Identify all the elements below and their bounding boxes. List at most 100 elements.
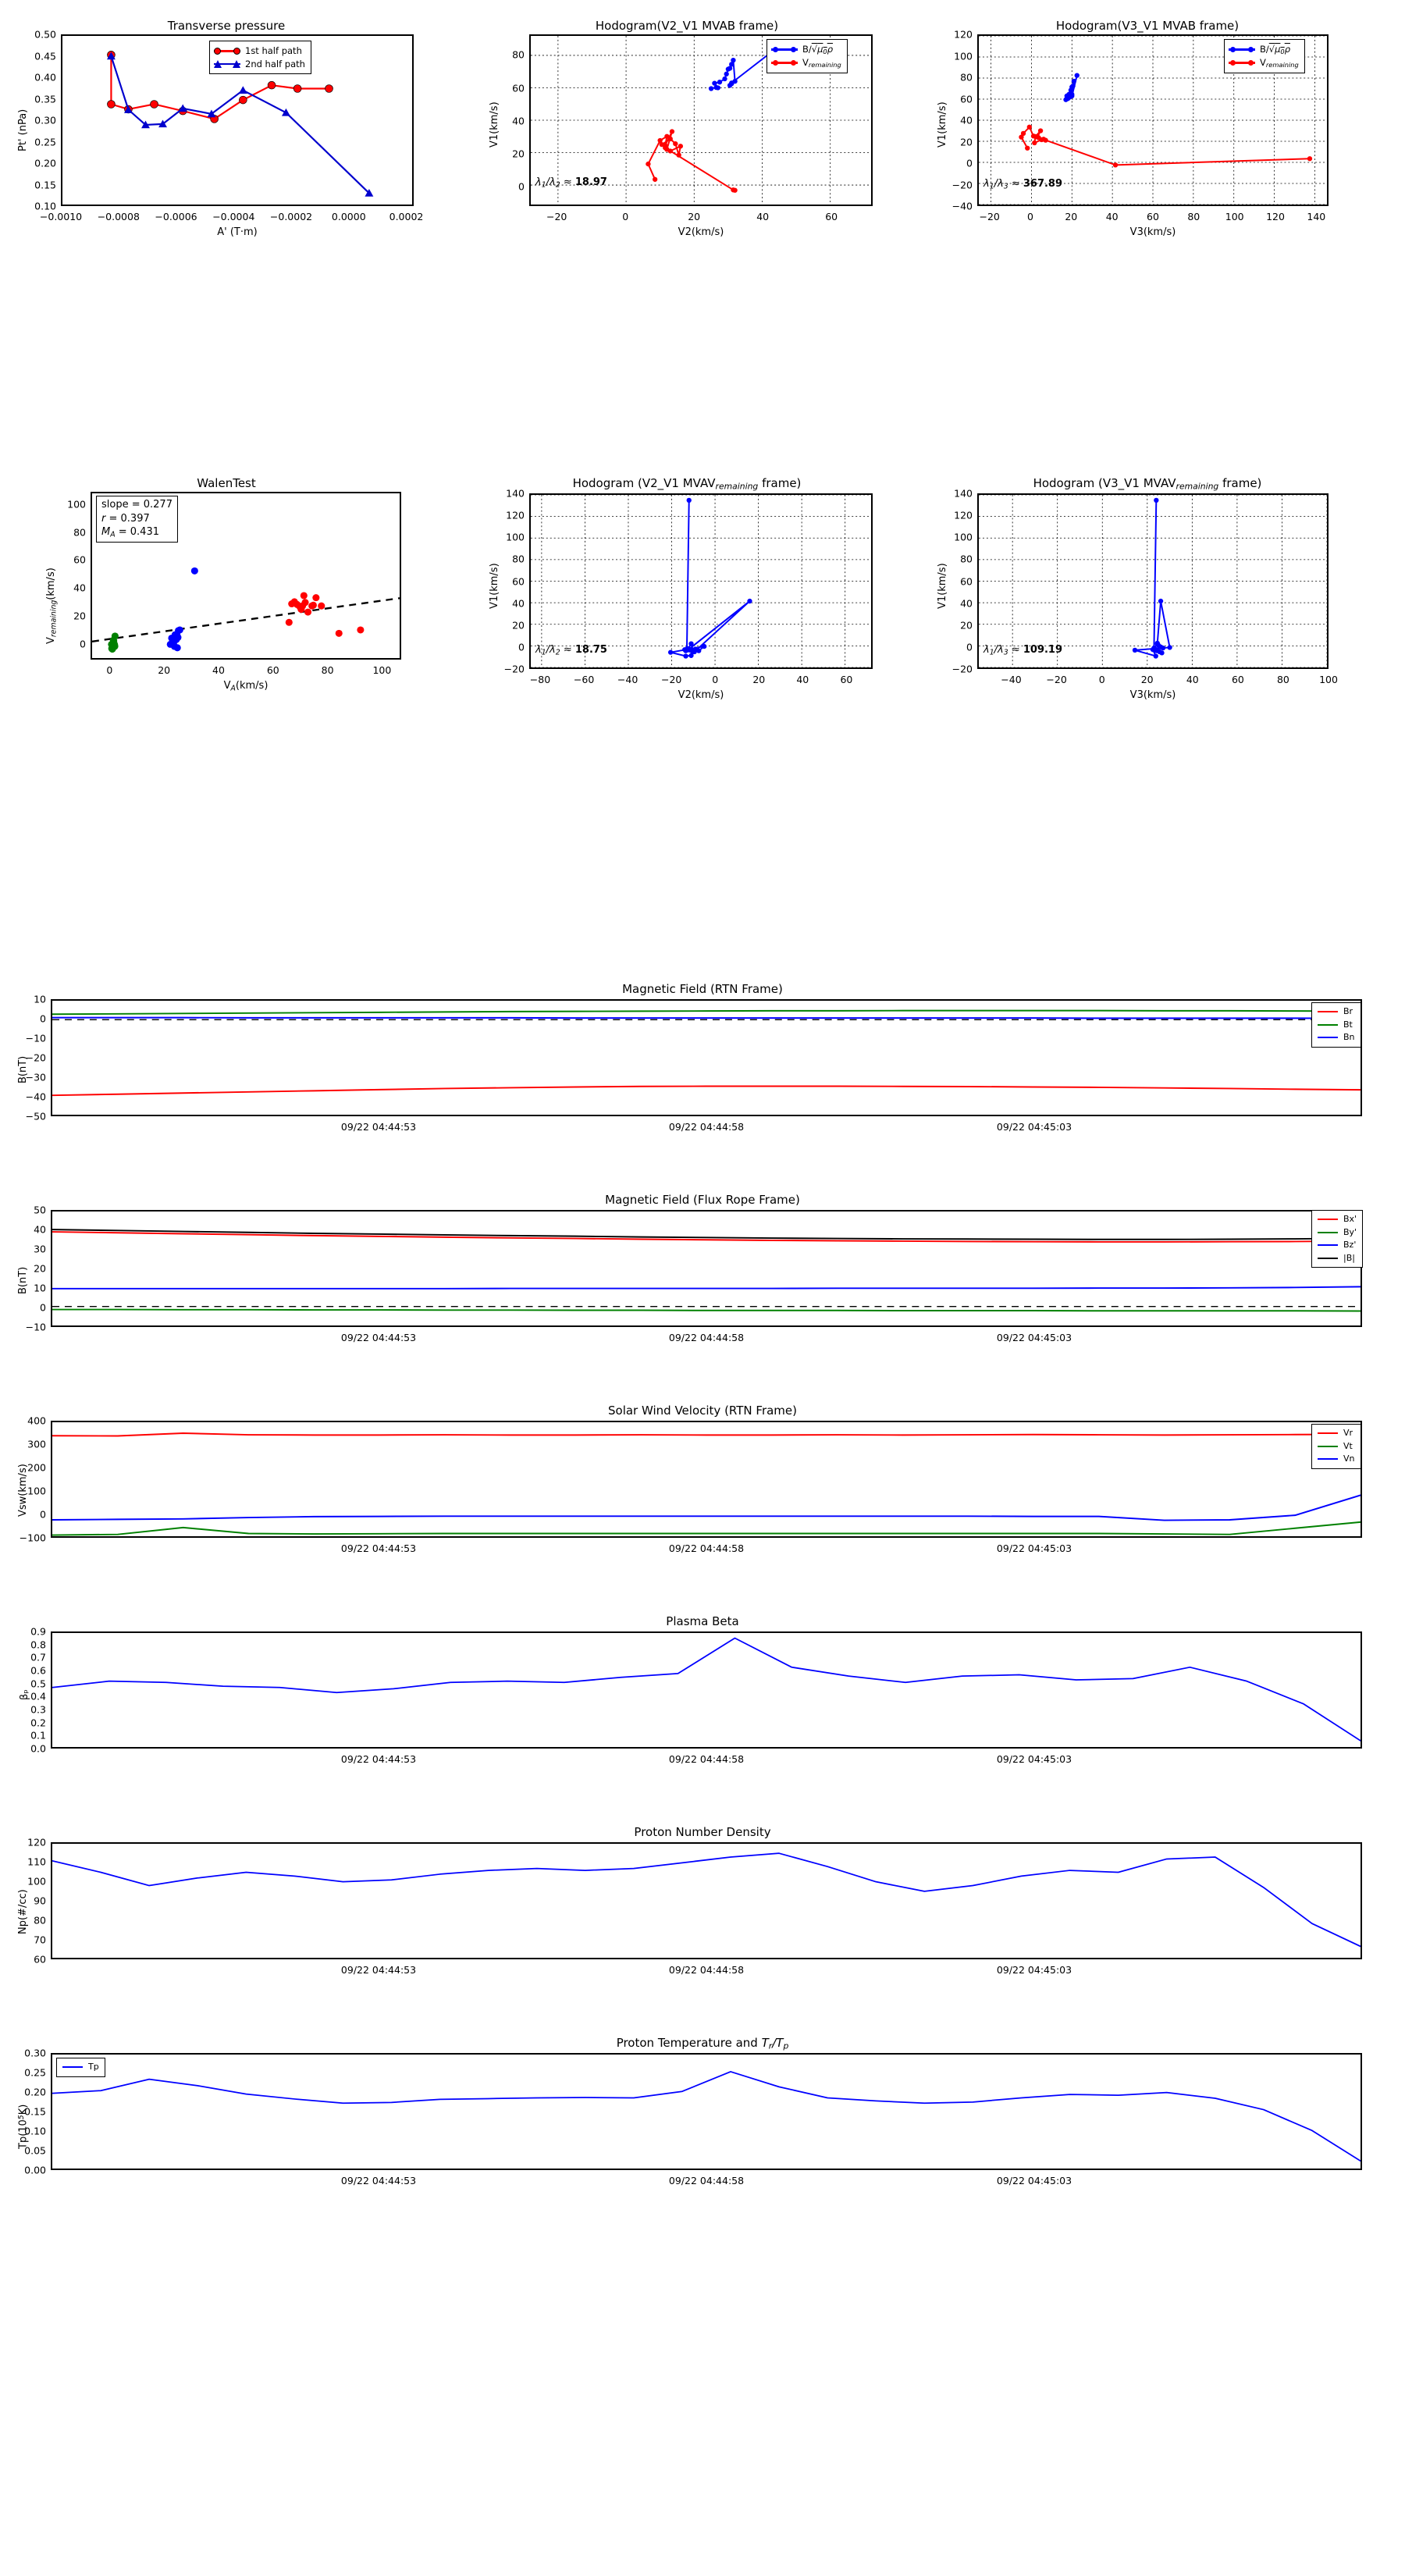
y-tick: 0.40 (34, 71, 56, 84)
y-tick: 0.2 (30, 1717, 46, 1729)
x-tick: −20 (1046, 674, 1067, 685)
y-tick: 10 (34, 993, 46, 1005)
x-tick: 0 (712, 674, 719, 685)
y-tick: 0.20 (34, 157, 56, 169)
legend-label: Bn (1343, 1032, 1355, 1042)
legend-transverse-pressure: 1st half path 2nd half path (209, 41, 311, 75)
x-tick: 20 (1065, 211, 1078, 222)
x-tick: 09/22 04:44:53 (340, 1542, 417, 1554)
y-tick: 0.6 (30, 1664, 46, 1677)
y-tick: 0 (40, 1508, 46, 1521)
y-tick: 0.4 (30, 1690, 46, 1703)
legend-label: Bz' (1343, 1240, 1357, 1250)
x-tick: 140 (1307, 211, 1326, 222)
legend-entry: Vremaining (1229, 56, 1299, 69)
plot-area: slope = 0.277 r = 0.397 MA = 0.431 (91, 492, 401, 660)
x-axis-label: V3(km/s) (1129, 689, 1176, 701)
panel-hodogram-v3-mvav: Hodogram (V3_V1 MVAVremaining frame) λ1/… (921, 476, 1405, 913)
legend-entry: Bn (1318, 1031, 1355, 1044)
legend-label: Vremaining (802, 57, 841, 69)
panel-title: Hodogram(V3_V1 MVAB frame) (1055, 19, 1240, 33)
line-swatch-icon (1318, 1231, 1338, 1233)
x-tick: 09/22 04:45:03 (996, 1121, 1072, 1133)
y-tick: 40 (512, 597, 525, 610)
y-tick: −10 (25, 1321, 46, 1333)
y-tick: 0.50 (34, 28, 56, 41)
line-swatch-icon (1318, 1445, 1338, 1447)
y-tick: 0.00 (24, 2164, 46, 2176)
y-tick: 20 (960, 619, 973, 632)
panel-b-flux-rope: Magnetic Field (Flux Rope Frame) 50 40 3… (0, 1193, 1405, 1372)
line-swatch-icon (1318, 1244, 1338, 1247)
panel-walen-test: WalenTest slope = 0.277 r = 0.397 MA = 0… (0, 476, 453, 913)
panel-proton-temperature: Proton Temperature and Tr/Tp Tp 0.30 0.2… (0, 2036, 1405, 2223)
x-tick: 60 (1231, 674, 1244, 685)
b-rtn-svg (52, 1009, 1361, 1097)
x-tick: −0.0008 (97, 211, 140, 222)
y-tick: −40 (951, 200, 973, 212)
legend-label: Vr (1343, 1428, 1353, 1438)
y-tick: −30 (25, 1071, 46, 1083)
x-tick: 09/22 04:45:03 (996, 1332, 1072, 1343)
y-tick: −100 (19, 1532, 46, 1544)
y-tick: 60 (34, 1953, 46, 1966)
y-tick: 10 (34, 1282, 46, 1294)
x-tick: 09/22 04:44:58 (668, 1332, 745, 1343)
y-tick: 0 (518, 641, 525, 653)
y-tick: 0.0 (30, 1742, 46, 1755)
x-tick: −40 (1001, 674, 1022, 685)
legend-label: By' (1343, 1226, 1357, 1237)
x-tick: 60 (266, 664, 279, 676)
panel-title: Hodogram(V2_V1 MVAB frame) (595, 19, 779, 33)
y-tick: −20 (951, 663, 973, 675)
x-tick: 09/22 04:44:53 (340, 2175, 417, 2186)
plot-area (51, 1631, 1362, 1749)
plot-area: λ1/λ3 ≈ 109.19 (977, 493, 1329, 669)
x-tick: 20 (158, 664, 171, 676)
line-swatch-icon (1318, 1458, 1338, 1461)
panel-hodogram-v2-mvab: Hodogram(V2_V1 MVAB frame) λ1/λ2 ≈ 18.97… (468, 19, 905, 456)
solar-wind-velocity-svg (52, 1432, 1361, 1536)
hodogram-v3-mvav-svg (979, 495, 1327, 667)
eigenvalue-ratio-annotation: λ1/λ2 ≈ 18.75 (535, 643, 607, 656)
x-axis-label: V3(km/s) (1129, 226, 1176, 238)
y-axis-label: Pt' (nPa) (17, 109, 29, 151)
legend-label: Vt (1343, 1440, 1353, 1451)
x-tick: 0 (1098, 674, 1105, 685)
panel-title: Magnetic Field (RTN Frame) (622, 982, 783, 996)
y-tick: 0.05 (24, 2144, 46, 2157)
x-tick: 40 (756, 211, 770, 222)
y-tick: 60 (960, 575, 973, 587)
y-tick: 140 (954, 487, 973, 500)
x-tick: −40 (617, 674, 638, 685)
y-tick: 0 (40, 1012, 46, 1025)
line-swatch-icon (1318, 1037, 1338, 1039)
y-tick: 0.10 (24, 2125, 46, 2137)
x-tick: 0 (1027, 211, 1033, 222)
legend-solar-wind-velocity: Vr Vt Vn (1311, 1424, 1361, 1469)
legend-entry: Vt (1318, 1440, 1355, 1453)
y-axis-label: Tp(105K) (17, 2104, 30, 2149)
legend-label: Bx' (1343, 1214, 1357, 1224)
x-tick: 100 (372, 664, 392, 676)
legend-label: |B| (1343, 1252, 1355, 1263)
legend-hodogram-v2-mvab: B/√μ0ρ Vremaining (767, 39, 848, 74)
x-tick: 80 (1276, 674, 1289, 685)
x-tick: −20 (660, 674, 682, 685)
y-tick: 100 (954, 50, 973, 62)
y-tick: 0 (80, 638, 86, 650)
panel-hodogram-v3-mvab: Hodogram(V3_V1 MVAB frame) λ1/λ3 ≈ 367.8… (921, 19, 1405, 456)
legend-proton-temperature: Tp (56, 2058, 105, 2077)
y-tick: −20 (25, 1051, 46, 1064)
x-axis-label: V2(km/s) (678, 689, 724, 701)
panel-title: Solar Wind Velocity (RTN Frame) (608, 1404, 797, 1418)
y-tick: −50 (25, 1110, 46, 1123)
y-tick: 0.5 (30, 1678, 46, 1690)
y-tick: 400 (27, 1414, 46, 1427)
y-tick: 200 (27, 1461, 46, 1474)
legend-b-flux-rope: Bx' By' Bz' |B| (1311, 1210, 1364, 1268)
legend-label: Br (1343, 1006, 1353, 1016)
y-tick: −40 (25, 1091, 46, 1103)
panel-title: WalenTest (197, 476, 256, 490)
